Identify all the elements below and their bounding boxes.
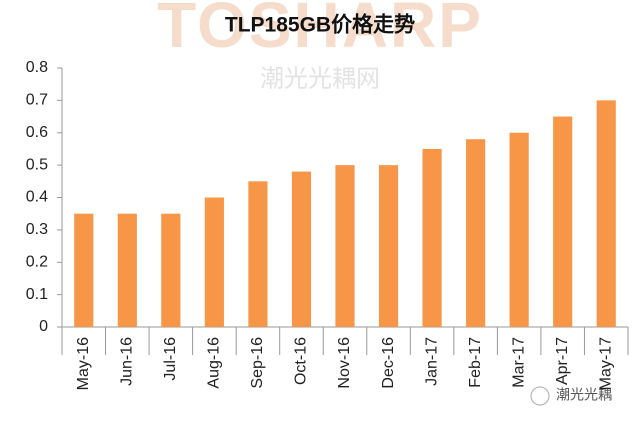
watermark-text: 潮光光耦网: [260, 65, 380, 92]
x-tick-label: Jan-17: [423, 337, 440, 386]
watermark-logo: TOSHARP: [157, 0, 483, 61]
y-tick-label: 0.4: [26, 189, 48, 206]
y-tick-label: 0.6: [26, 124, 48, 141]
y-tick-label: 0.3: [26, 221, 48, 238]
bar: [335, 165, 355, 327]
bar: [204, 197, 224, 327]
bar: [291, 171, 312, 327]
chart-title: TLP185GB价格走势: [225, 13, 415, 37]
y-tick-label: 0.8: [26, 59, 48, 76]
bar: [553, 116, 573, 327]
bar: [422, 148, 442, 327]
x-tick-label: Dec-16: [380, 337, 397, 389]
y-tick-label: 0: [39, 318, 48, 335]
x-tick-label: May-16: [75, 337, 92, 390]
y-tick-label: 0.2: [26, 253, 48, 270]
x-tick-label: Mar-17: [510, 337, 527, 388]
x-tick-label: Feb-17: [467, 337, 484, 388]
x-tick-label: Jul-16: [162, 337, 179, 381]
x-tick-label: Apr-17: [554, 337, 571, 385]
bar: [509, 132, 529, 327]
bar: [161, 213, 181, 327]
x-tick-label: Jun-16: [119, 337, 136, 386]
y-tick-label: 0.1: [26, 286, 48, 303]
x-tick-label: Nov-16: [336, 337, 353, 389]
y-tick-label: 0.7: [26, 92, 48, 109]
footer-text: 潮光光耦: [556, 387, 612, 403]
bar: [248, 181, 268, 327]
bar: [596, 100, 616, 327]
bar: [74, 213, 94, 327]
x-tick-label: Sep-16: [249, 337, 266, 389]
x-tick-label: May-17: [597, 337, 614, 390]
x-tick-label: Oct-16: [293, 337, 310, 385]
x-tick-label: Aug-16: [206, 337, 223, 389]
footer-icon: [530, 386, 550, 406]
bar: [466, 139, 486, 327]
bar: [117, 213, 137, 327]
bar: [378, 165, 399, 327]
y-tick-label: 0.5: [26, 156, 48, 173]
